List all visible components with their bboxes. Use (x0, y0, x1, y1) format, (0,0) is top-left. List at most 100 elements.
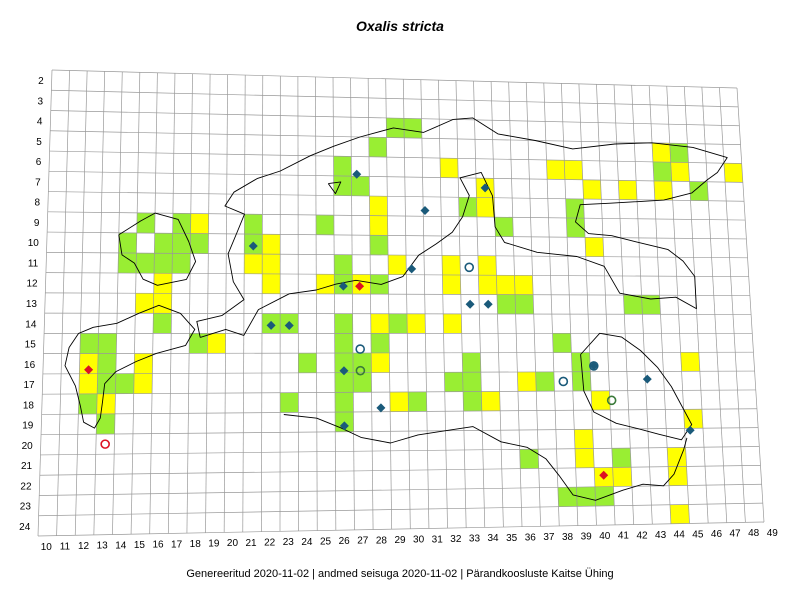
southern-border-outline (283, 414, 688, 501)
x-axis-label: 24 (301, 537, 313, 548)
green-cell (280, 392, 299, 413)
coastline-outline-layer (64, 117, 728, 501)
grid-line (41, 427, 759, 436)
grid-line (186, 73, 193, 534)
y-axis-label: 13 (26, 299, 38, 310)
x-axis-label: 39 (581, 531, 593, 542)
grid-line (37, 521, 765, 537)
yellow-cell (369, 196, 388, 216)
green-cell (388, 313, 408, 334)
grid-line (402, 79, 411, 529)
green-circle-marker (606, 395, 617, 406)
yellow-cell (389, 392, 409, 412)
x-axis-label: 12 (78, 541, 90, 552)
green-cell (370, 333, 390, 353)
green-cell (408, 391, 427, 412)
green-cell (535, 371, 555, 392)
yellow-cell (575, 448, 595, 468)
green-cell (572, 371, 592, 391)
blue-diamond-marker (266, 320, 276, 330)
yellow-cell (582, 179, 602, 200)
green-circle-marker (355, 365, 366, 376)
blue-diamond-marker (339, 366, 349, 376)
blue-diamond-marker (407, 264, 417, 274)
y-axis-label: 8 (34, 198, 40, 209)
grid-line (648, 85, 672, 524)
green-cell (136, 253, 155, 274)
red-diamond-marker (355, 281, 365, 291)
green-cell (353, 372, 372, 393)
yellow-cell (190, 213, 209, 234)
green-cell (136, 212, 155, 234)
yellow-cell (477, 255, 497, 276)
green-cell (118, 232, 137, 254)
yellow-cell (316, 274, 335, 294)
grid-line (56, 70, 70, 536)
grid-line (578, 83, 597, 526)
green-cell (351, 176, 370, 196)
grid-line (666, 86, 690, 524)
grid-line (167, 73, 176, 534)
y-axis-label: 21 (21, 461, 33, 472)
x-axis-label: 40 (599, 531, 611, 542)
yellow-cell (79, 353, 99, 374)
grid-line (44, 312, 752, 315)
grid-line (41, 408, 757, 415)
green-cell (333, 156, 352, 177)
yellow-cell (371, 352, 390, 373)
y-axis-label: 9 (34, 218, 40, 229)
x-axis-label: 48 (748, 528, 760, 539)
y-axis-label: 14 (25, 319, 37, 330)
y-axis-label: 16 (24, 360, 36, 371)
green-cell (172, 233, 191, 254)
green-cell (623, 295, 643, 315)
green-cell (190, 233, 209, 254)
x-axis-label: 38 (562, 532, 574, 543)
yellow-cell (496, 275, 515, 295)
hiiumaa-outline (118, 212, 197, 286)
y-axis-label: 17 (23, 380, 35, 391)
green-cell (576, 486, 596, 507)
x-axis-label: 18 (190, 539, 202, 550)
y-axis-label: 2 (38, 76, 44, 87)
green-cell (462, 352, 481, 373)
grid-line (473, 81, 486, 528)
green-cell (352, 353, 372, 373)
green-cell (497, 294, 516, 314)
yellow-cell (78, 373, 98, 394)
y-axis-label: 20 (22, 441, 34, 452)
red-diamond-marker (599, 470, 609, 480)
lake-peipus-outline (580, 332, 693, 441)
green-cell (334, 254, 353, 275)
green-cell (79, 333, 99, 354)
green-cell (444, 372, 464, 392)
green-cell (369, 235, 389, 255)
x-axis-label: 11 (60, 541, 71, 552)
x-axis-label: 32 (450, 534, 462, 545)
yellow-cell (618, 180, 637, 200)
grid-line (508, 81, 523, 527)
green-cell (115, 373, 135, 394)
yellow-cell (134, 353, 153, 374)
x-axis-label: 34 (488, 533, 500, 544)
map-title: Oxalis stricta (356, 18, 444, 34)
y-axis-label: 24 (19, 522, 31, 533)
yellow-cell (133, 373, 153, 394)
yellow-cell (476, 197, 495, 218)
x-axis-label: 45 (692, 529, 704, 540)
grid-line (205, 74, 211, 533)
yellow-cell (612, 467, 632, 487)
blue-diamond-marker (339, 421, 349, 431)
grid-line (93, 71, 106, 535)
green-cell (153, 313, 172, 334)
grid-line (39, 465, 761, 476)
green-cell (641, 295, 661, 315)
grid-line (149, 72, 158, 534)
yellow-cell (585, 237, 604, 257)
x-axis-label: 15 (134, 540, 146, 551)
grid-line (242, 75, 246, 533)
green-cell (458, 197, 477, 217)
x-axis-label: 16 (152, 540, 164, 551)
green-cell (172, 213, 191, 234)
grid-line (51, 89, 739, 108)
